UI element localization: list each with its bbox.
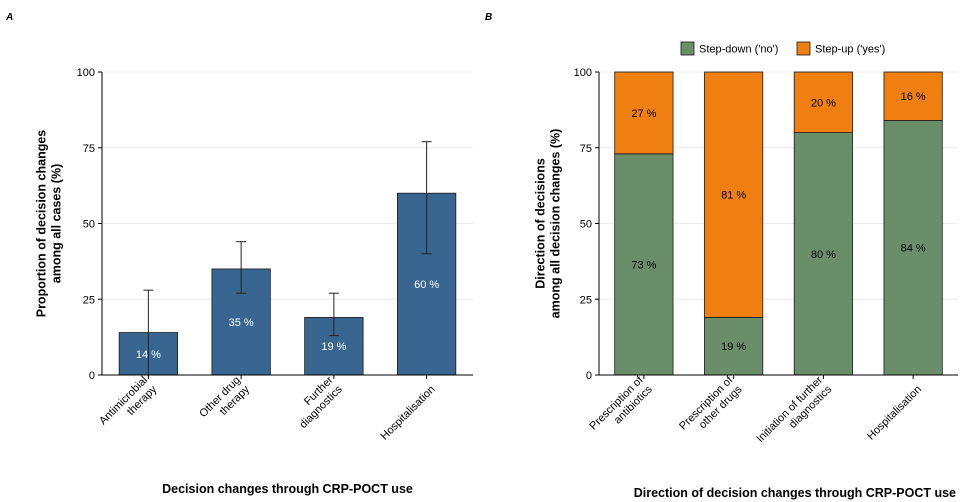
panel-b-x-tick-label: Prescription ofother drugs	[677, 374, 745, 442]
panel-b-bar-step-up	[793, 71, 853, 133]
panel-a-x-tick-label: Antimicrobialtherapy	[97, 374, 160, 437]
panel-b-legend-label: Step-up ('yes')	[815, 44, 885, 56]
panel-a-x-axis-title: Decision changes through CRP-POCT use	[162, 482, 413, 496]
panel-a-y-tick-label: 75	[83, 143, 95, 155]
panel-a-letter: A	[5, 12, 13, 23]
panel-b-bar-step-up	[614, 71, 674, 155]
panel-b-bar-step-down	[793, 132, 853, 376]
panel-a-y-tick-label: 25	[83, 294, 95, 306]
panel-b-x-tick-label: Hospitalisation	[865, 383, 924, 442]
panel-b-x-axis-title: Direction of decision changes through CR…	[634, 486, 956, 500]
panel-a-data-label: 35 %	[229, 317, 254, 329]
panel-b-y-tick-label: 75	[580, 143, 592, 155]
panel-a-y-tick-label: 100	[77, 67, 95, 79]
panel-a-chart: 0 25 50 75 100 14 % 35 % 19 % 60 % Antimicrobialt…	[35, 67, 473, 496]
panel-b-bar-step-up	[883, 71, 943, 121]
panel-a-y-axis-title: Proportion of decision changesamong all …	[35, 130, 64, 318]
panel-a-x-tick-label: Furtherdiagnostics	[288, 374, 345, 431]
panel-a-data-label: 14 %	[136, 349, 161, 361]
panel-b-data-label: 16 %	[901, 91, 926, 103]
panel-b-y-tick-label: 25	[580, 294, 592, 306]
panel-a-data-label: 19 %	[321, 341, 346, 353]
panel-b-bar-step-down	[883, 120, 943, 376]
panel-a-y-tick-label: 0	[89, 370, 95, 382]
panel-b-bar-step-up	[704, 71, 764, 318]
panel-b-legend: Step-down ('no') Step-up ('yes')	[680, 41, 885, 56]
panel-b-x-tick-label: Prescription ofantibiotics	[587, 374, 655, 442]
panel-b-data-label: 84 %	[901, 243, 926, 255]
panel-a-x-tick-label: Hospitalisation	[378, 383, 437, 442]
panel-b-legend-label: Step-down ('no')	[699, 44, 778, 56]
panel-b-chart: 0 25 50 75 100 73 % 27 % 19 % 81 % 80 % 20 % 84 % 16…	[534, 67, 958, 500]
panel-b-letter: B	[485, 12, 492, 23]
panel-b-y-tick-label: 50	[580, 219, 592, 231]
panel-b-x-tick-label: Initiation of furtherdiagnostics	[754, 374, 834, 454]
panel-b-data-label: 81 %	[721, 190, 746, 202]
panel-a-y-tick-label: 50	[83, 219, 95, 231]
panel-b-y-tick-label: 100	[574, 67, 592, 79]
panel-b-data-label: 27 %	[631, 108, 656, 120]
panel-b-data-label: 73 %	[631, 259, 656, 271]
panel-b-y-tick-label: 0	[586, 370, 592, 382]
panel-b-legend-swatch	[680, 41, 695, 56]
panel-a-data-label: 60 %	[414, 279, 439, 291]
panel-b-data-label: 19 %	[721, 341, 746, 353]
panel-b-data-label: 20 %	[811, 97, 836, 109]
panel-a-x-tick-label: Other drugtherapy	[197, 374, 252, 429]
panel-b-y-axis-title: Direction of decisionsamong all decision…	[534, 129, 563, 319]
panel-b-data-label: 80 %	[811, 249, 836, 261]
panel-b-legend-swatch	[796, 41, 811, 56]
panel-b-bar-step-down	[614, 153, 674, 376]
